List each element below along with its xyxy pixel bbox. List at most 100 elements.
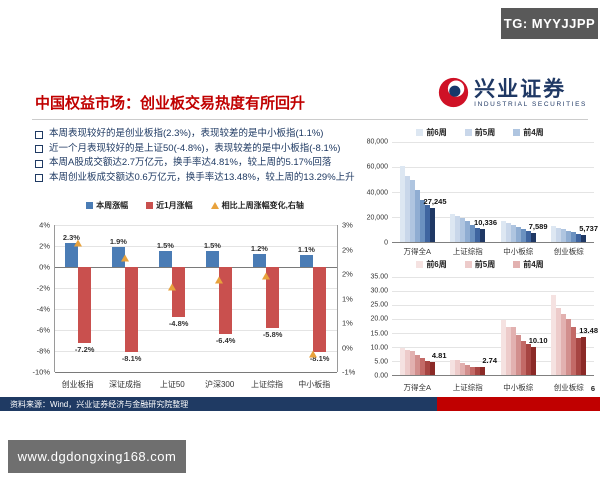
x-axis-label: 万得全A (403, 247, 431, 256)
left-axis-tick: 4% (39, 220, 50, 230)
right-axis-tick: 1% (342, 318, 353, 328)
x-axis: 万得全A 上证综指 中小板综 创业板综 (392, 379, 594, 392)
x-axis-label: 万得全A (403, 383, 431, 392)
footer-red-bar (437, 397, 600, 411)
x-axis-label: 上证综指 (452, 247, 483, 256)
source-text: 资料来源：Wind，兴业证券经济与金融研究院整理 (10, 399, 189, 409)
bar-value-label: 4.81 (431, 350, 447, 360)
industrial-securities-logo: 兴业证券 INDUSTRIAL SECURITIES (438, 77, 587, 108)
bar (510, 327, 516, 375)
turnover-rate-chart: 前6周 前5周 前4周 35.00 30.00 25.00 20.00 15.00 10.00… (362, 258, 598, 392)
bar (530, 232, 536, 242)
this-week-bar (299, 255, 313, 267)
bar (530, 346, 536, 375)
square-bullet-icon (35, 174, 43, 182)
legend-label: 前4周 (523, 260, 544, 269)
bar (520, 229, 526, 242)
bar (520, 341, 526, 375)
bar-value-label: 2.3% (62, 232, 80, 242)
index-change-chart-plot: 2.3% -7.2% 1.9% -8.1% 1.5% -4.8% 1.5% -6.4% 1.2%… (54, 225, 338, 373)
logo-cn-text: 兴业证券 (474, 76, 567, 101)
index-change-chart-body: 4% 2% 0% -2% -4% -6% -8% -10% 2.3% -7.2% 1.9% -8.1… (30, 221, 360, 377)
bar-value-label: -7.2% (74, 344, 95, 354)
bar (470, 225, 476, 242)
this-week-bar (64, 242, 78, 267)
bar (551, 295, 557, 375)
legend-item: 前5周 (464, 127, 495, 138)
bar-group: 4.81 (392, 277, 447, 375)
bar-value-label: 7,589 (528, 221, 548, 231)
x-axis: 万得全A 上证综指 中小板综 创业板综 (392, 243, 594, 256)
bar (399, 166, 405, 242)
x-axis-label: 上证综指 (250, 380, 283, 389)
bar (419, 199, 425, 242)
trading-value-chart-plot: 27,245 10,336 7,589 5,737 (392, 142, 598, 243)
bar (581, 337, 587, 375)
gridline (392, 167, 594, 168)
right-axis-tick: 1% (342, 294, 353, 303)
bar (581, 234, 587, 242)
left-axis-tick: -4% (36, 304, 50, 314)
square-marker-icon (86, 202, 94, 209)
y-axis-tick: 0.00 (374, 372, 388, 380)
x-axis: 创业板指 深证成指 上证50 沪深300 上证综指 中小板指 (54, 374, 338, 392)
gridline (392, 319, 594, 320)
legend-item: 前6周 (416, 259, 447, 270)
bar (475, 227, 481, 242)
legend-item: 前4周 (513, 127, 544, 138)
page-number: 6 (590, 384, 595, 393)
bar (465, 365, 471, 375)
bar-value-label: -8.1% (309, 354, 330, 364)
bar (505, 326, 511, 375)
y-axis: 80,000 60,000 40,000 20,000 0 (362, 139, 392, 247)
bar (475, 367, 481, 375)
bar (556, 228, 562, 242)
week-change-marker-icon (262, 272, 271, 280)
x-axis-label: 沪深300 (204, 380, 235, 389)
y-axis-tick: 35.00 (370, 273, 388, 281)
square-bullet-icon (35, 145, 43, 153)
square-marker-icon (146, 202, 154, 209)
turnover-rate-chart-body: 35.00 30.00 25.00 20.00 15.00 10.00 5.00 0.00 4… (362, 273, 598, 380)
x-axis-label: 创业板综 (553, 383, 584, 392)
bar-value-label: 2.74 (482, 356, 497, 366)
right-axis-tick: 2% (342, 269, 353, 279)
left-axis-tick: -10% (32, 367, 50, 377)
bar (556, 308, 562, 375)
gridline (392, 333, 594, 334)
square-bullet-icon (35, 159, 43, 168)
bar-value-label: 1.9% (109, 237, 127, 247)
x-axis-label: 中小板指 (298, 380, 331, 389)
week-change-marker-icon (121, 254, 130, 262)
bar (424, 360, 430, 375)
right-axis: 3% 2% 2% 1% 1% 0% -1% (338, 221, 360, 377)
bar (551, 226, 557, 242)
y-axis-tick: 5.00 (374, 358, 388, 366)
bar-group: 1.5% -4.8% (149, 225, 196, 372)
bar-value-label: 10.10 (528, 335, 548, 345)
x-axis-label: 创业板综 (553, 247, 584, 256)
trading-value-chart-body: 80,000 60,000 40,000 20,000 0 27,245 10,336 7,… (362, 139, 598, 247)
y-axis-tick: 10.00 (370, 344, 388, 352)
gridline (55, 225, 337, 226)
bar (480, 367, 486, 375)
bar (571, 327, 577, 375)
bar (525, 344, 531, 375)
bullet-item: 本周A股成交额达2.7万亿元，换手率达4.81%，较上周的5.17%回落 (35, 156, 367, 171)
legend-item: 前6周 (416, 127, 447, 138)
legend-item: 前4周 (513, 259, 544, 270)
bar-group: 2.3% -7.2% (55, 225, 102, 372)
left-axis-tick: 2% (39, 241, 50, 251)
bar-value-label: 1.5% (156, 241, 174, 251)
x-axis-label: 创业板指 (61, 380, 94, 389)
bar-value-label: 1.1% (297, 245, 315, 255)
y-axis-tick: 15.00 (370, 330, 388, 338)
title-divider (32, 119, 588, 120)
x-axis-label: 深证成指 (108, 380, 141, 389)
slide-title: 中国权益市场：创业板交易热度有所回升 (35, 95, 306, 112)
bar-group: 13.48 (544, 277, 598, 375)
bar-value-label: 5,737 (579, 223, 598, 233)
index-change-chart: 本周涨幅 近1月涨幅 相比上周涨幅变化,右轴 4% 2% 0% -2% -4% -6% -8% -… (30, 199, 360, 392)
bar-value-label: 27,245 (423, 196, 447, 206)
bar (525, 231, 531, 242)
